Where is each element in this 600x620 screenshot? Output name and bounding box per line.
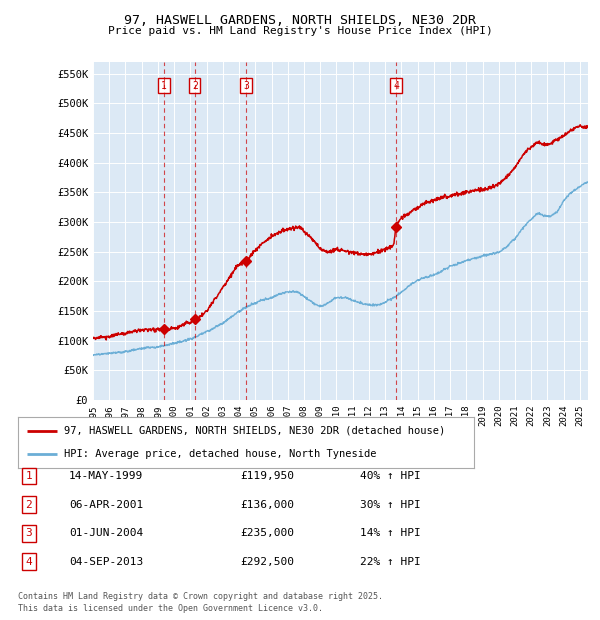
Text: 4: 4 bbox=[393, 81, 399, 91]
Text: Price paid vs. HM Land Registry's House Price Index (HPI): Price paid vs. HM Land Registry's House … bbox=[107, 26, 493, 36]
Text: 4: 4 bbox=[25, 557, 32, 567]
Text: 1: 1 bbox=[161, 81, 167, 91]
Text: HPI: Average price, detached house, North Tyneside: HPI: Average price, detached house, Nort… bbox=[64, 450, 376, 459]
Text: £119,950: £119,950 bbox=[240, 471, 294, 481]
Text: This data is licensed under the Open Government Licence v3.0.: This data is licensed under the Open Gov… bbox=[18, 603, 323, 613]
Text: 04-SEP-2013: 04-SEP-2013 bbox=[69, 557, 143, 567]
Text: 14-MAY-1999: 14-MAY-1999 bbox=[69, 471, 143, 481]
Text: 2: 2 bbox=[25, 500, 32, 510]
Text: 97, HASWELL GARDENS, NORTH SHIELDS, NE30 2DR: 97, HASWELL GARDENS, NORTH SHIELDS, NE30… bbox=[124, 14, 476, 27]
Text: 06-APR-2001: 06-APR-2001 bbox=[69, 500, 143, 510]
Text: Contains HM Land Registry data © Crown copyright and database right 2025.: Contains HM Land Registry data © Crown c… bbox=[18, 592, 383, 601]
Text: £292,500: £292,500 bbox=[240, 557, 294, 567]
Text: 22% ↑ HPI: 22% ↑ HPI bbox=[360, 557, 421, 567]
Text: £235,000: £235,000 bbox=[240, 528, 294, 538]
Text: 1: 1 bbox=[25, 471, 32, 481]
Text: 40% ↑ HPI: 40% ↑ HPI bbox=[360, 471, 421, 481]
Text: 14% ↑ HPI: 14% ↑ HPI bbox=[360, 528, 421, 538]
Text: 3: 3 bbox=[25, 528, 32, 538]
Text: £136,000: £136,000 bbox=[240, 500, 294, 510]
Text: 3: 3 bbox=[243, 81, 249, 91]
Text: 01-JUN-2004: 01-JUN-2004 bbox=[69, 528, 143, 538]
Text: 97, HASWELL GARDENS, NORTH SHIELDS, NE30 2DR (detached house): 97, HASWELL GARDENS, NORTH SHIELDS, NE30… bbox=[64, 426, 445, 436]
Text: 30% ↑ HPI: 30% ↑ HPI bbox=[360, 500, 421, 510]
Text: 2: 2 bbox=[192, 81, 197, 91]
